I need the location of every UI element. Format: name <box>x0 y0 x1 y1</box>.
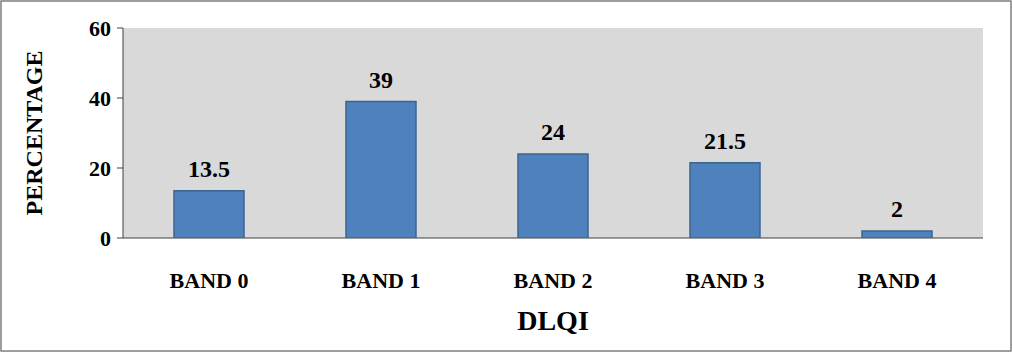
x-tick-label: BAND 1 <box>342 268 421 293</box>
y-tick <box>117 238 123 239</box>
y-tick <box>117 168 123 169</box>
y-tick <box>117 98 123 99</box>
chart-container: 0 20 40 60 BAND 0 BAND 1 BAND 2 BAND 3 BAND 4 13.… <box>0 0 1012 352</box>
data-label: 13.5 <box>188 156 230 182</box>
chart-frame <box>1 1 1011 351</box>
y-tick-label: 20 <box>89 156 111 181</box>
y-tick-label: 60 <box>89 16 111 41</box>
data-label: 2 <box>891 196 903 222</box>
y-tick-label: 0 <box>100 226 111 251</box>
bar <box>518 154 588 238</box>
x-tick-label: BAND 2 <box>514 268 593 293</box>
data-label: 21.5 <box>704 128 746 154</box>
chart-svg: 0 20 40 60 BAND 0 BAND 1 BAND 2 BAND 3 BAND 4 13.… <box>0 0 1012 352</box>
bar <box>346 102 416 239</box>
plot-background <box>123 28 983 238</box>
x-tick-label: BAND 3 <box>686 268 765 293</box>
x-tick-label: BAND 0 <box>170 268 249 293</box>
data-label: 39 <box>369 67 393 93</box>
y-axis-label: PERCENTAGE <box>21 51 47 216</box>
y-tick <box>117 28 123 29</box>
data-label: 24 <box>541 119 565 145</box>
bars <box>174 102 932 239</box>
bar <box>862 231 932 238</box>
y-axis-line <box>123 28 124 238</box>
x-axis-label: DLQI <box>517 305 589 336</box>
bar <box>174 191 244 238</box>
page: {"chart_data": {"type": "bar", "x_label"… <box>0 0 1012 352</box>
x-tick-label: BAND 4 <box>858 268 937 293</box>
y-tick-label: 40 <box>89 86 111 111</box>
bar <box>690 163 760 238</box>
